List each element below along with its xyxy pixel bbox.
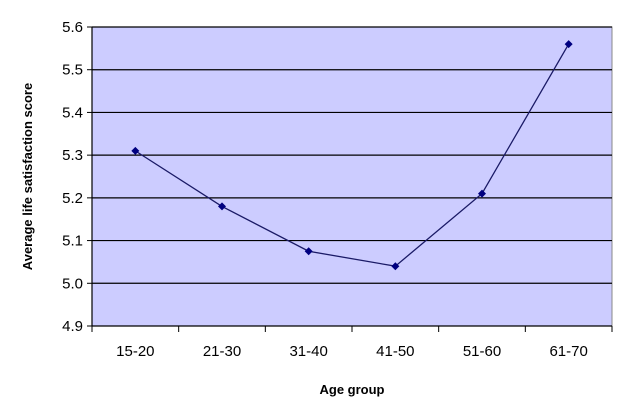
y-axis-title: Average life satisfaction score xyxy=(20,83,35,270)
y-tick-label: 5.4 xyxy=(62,104,83,121)
axes xyxy=(87,26,613,332)
y-tick-label: 5.2 xyxy=(62,190,83,207)
y-tick-label: 5.1 xyxy=(62,233,83,250)
x-tick-label: 41-50 xyxy=(376,343,414,360)
x-tick-label: 15-20 xyxy=(116,343,154,360)
data-point xyxy=(218,202,226,211)
x-tick-label: 51-60 xyxy=(463,343,501,360)
y-tick-label: 5.6 xyxy=(62,19,83,36)
series-group xyxy=(131,40,573,271)
data-point xyxy=(478,189,486,198)
x-tick-label: 61-70 xyxy=(549,343,587,360)
data-point xyxy=(131,146,140,155)
x-tick-label: 21-30 xyxy=(203,343,241,360)
x-axis-title: Age group xyxy=(320,382,385,397)
y-tick-labels: 4.9 5.0 5.1 5.2 5.3 5.4 5.5 5.6 xyxy=(62,19,83,335)
y-tick-label: 5.5 xyxy=(62,62,83,79)
y-tick-label: 4.9 xyxy=(62,318,83,335)
data-point xyxy=(304,247,313,256)
series-line xyxy=(134,43,570,267)
data-point xyxy=(564,40,573,49)
y-tick-label: 5.0 xyxy=(62,275,83,292)
y-tick-label: 5.3 xyxy=(62,147,83,164)
gridlines xyxy=(92,26,612,284)
plot-area xyxy=(91,26,613,327)
x-tick-label: 31-40 xyxy=(289,343,327,360)
x-tick-labels: 15-20 21-30 31-40 41-50 51-60 61-70 xyxy=(116,343,588,360)
data-point xyxy=(391,262,400,271)
